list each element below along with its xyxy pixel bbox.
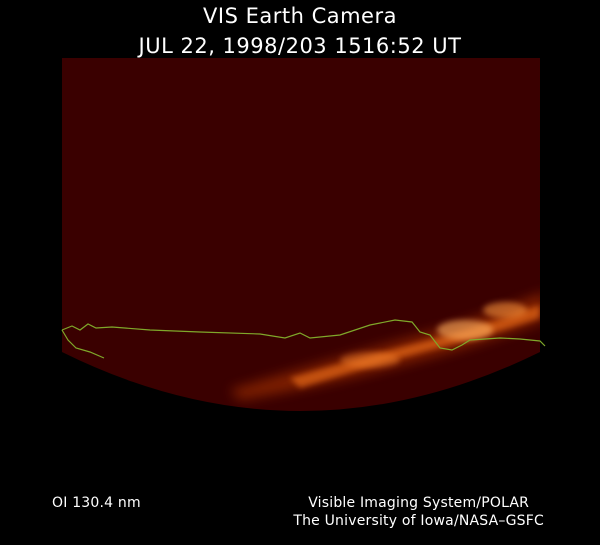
credits: Visible Imaging System/POLAR The Univers… xyxy=(293,496,544,528)
earth-disk xyxy=(62,58,540,411)
institution-credit: The University of Iowa/NASA–GSFC xyxy=(293,513,544,529)
instrument-credit: Visible Imaging System/POLAR xyxy=(308,495,530,511)
image-title: VIS Earth Camera xyxy=(203,4,397,28)
coastline-overlay xyxy=(61,319,546,351)
coastline-overlay-west xyxy=(61,329,105,359)
wavelength-label: OI 130.4 nm xyxy=(52,495,141,511)
observation-timestamp: JUL 22, 1998/203 1516:52 UT xyxy=(138,34,462,58)
auroral-oval xyxy=(230,292,540,400)
